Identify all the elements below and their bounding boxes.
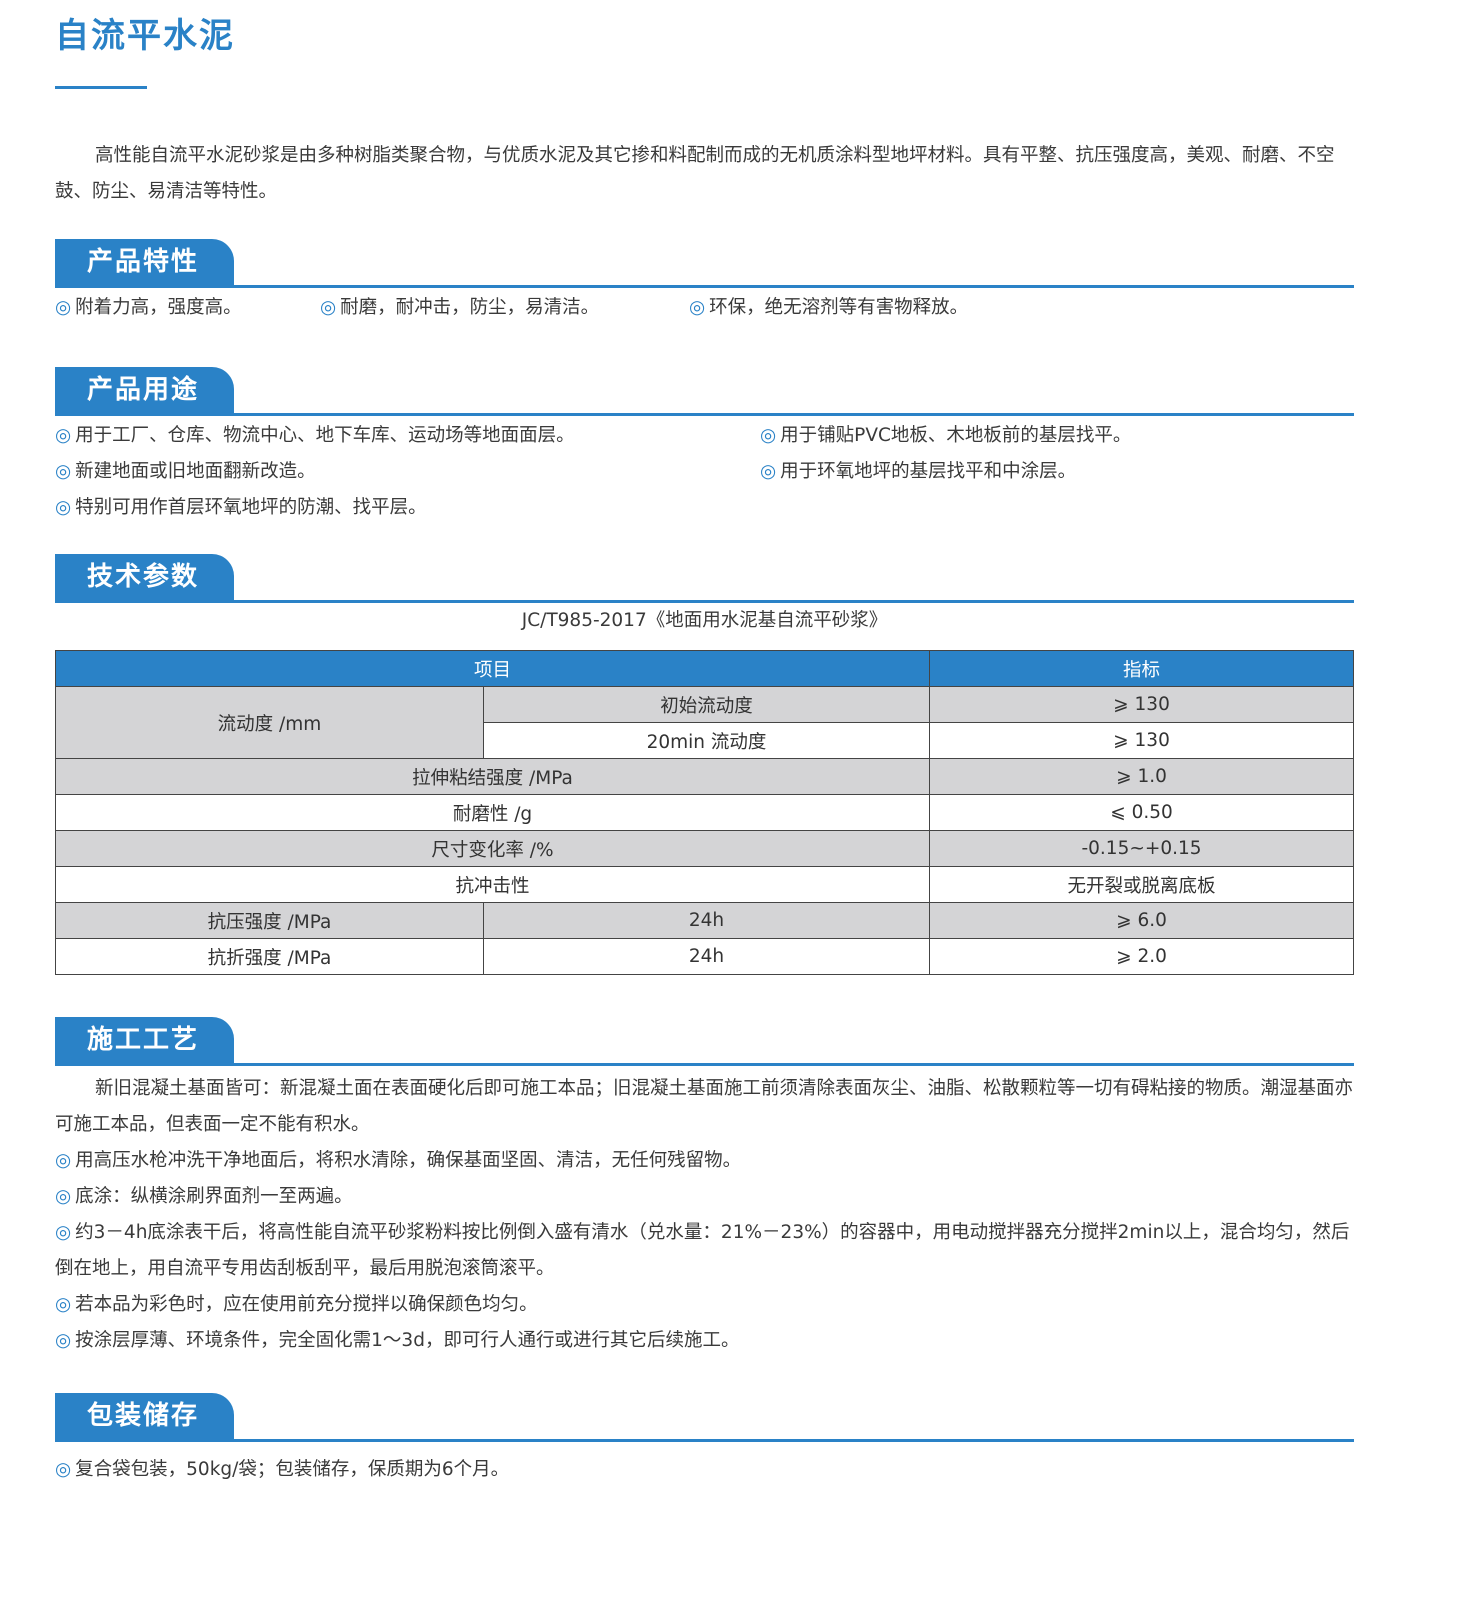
cell: 流动度 /mm <box>55 686 484 759</box>
table-row: 耐磨性 /g ⩽ 0.50 <box>55 794 1354 831</box>
cell: 抗折强度 /MPa <box>55 938 484 975</box>
cell: ⩾ 2.0 <box>929 938 1354 975</box>
table-row: 尺寸变化率 /% -0.15~+0.15 <box>55 830 1354 867</box>
bullet-circle-icon: ◎ <box>55 297 72 318</box>
bullet-circle-icon: ◎ <box>760 461 777 482</box>
standard-caption: JC/T985-2017《地面用水泥基自流平砂浆》 <box>521 610 888 631</box>
list-item: ◎ 新建地面或旧地面翻新改造。 <box>55 454 316 490</box>
list-item: ◎ 特别可用作首层环氧地坪的防潮、找平层。 <box>55 490 427 526</box>
cell: 24h <box>483 938 930 975</box>
table-row: 抗压强度 /MPa 24h ⩾ 6.0 <box>55 902 1354 939</box>
intro-text: 高性能自流平水泥砂浆是由多种树脂类聚合物，与优质水泥及其它掺和料配制而成的无机质… <box>55 145 1335 202</box>
list-item: ◎ 用高压水枪冲洗干净地面后，将积水清除，确保基面坚固、清洁，无任何残留物。 <box>55 1143 1355 1179</box>
cell: 无开裂或脱离底板 <box>929 866 1354 903</box>
cell: 抗冲击性 <box>55 866 930 903</box>
table-row: 20min 流动度 ⩾ 130 <box>56 722 1354 759</box>
list-item: ◎ 按涂层厚薄、环境条件，完全固化需1～3d，即可行人通行或进行其它后续施工。 <box>55 1323 1355 1359</box>
table-row: 抗冲击性 无开裂或脱离底板 <box>55 866 1354 903</box>
item-text: 附着力高，强度高。 <box>75 297 242 318</box>
bullet-circle-icon: ◎ <box>55 1459 72 1480</box>
cell: 20min 流动度 <box>483 722 930 759</box>
cell: ⩾ 6.0 <box>929 902 1354 939</box>
list-item: ◎ 约3－4h底涂表干后，将高性能自流平砂浆粉料按比例倒入盛有清水（兑水量：21%… <box>55 1215 1355 1287</box>
item-text: 特别可用作首层环氧地坪的防潮、找平层。 <box>75 497 427 518</box>
item-text: 用于工厂、仓库、物流中心、地下车库、运动场等地面面层。 <box>75 425 575 446</box>
item-text: 环保，绝无溶剂等有害物释放。 <box>709 297 969 318</box>
section-heading: 技术参数 <box>55 554 234 600</box>
bullet-circle-icon: ◎ <box>55 1150 72 1171</box>
list-item: ◎ 附着力高，强度高。 <box>55 290 242 326</box>
list-item: ◎ 底涂：纵横涂刷界面剂一至两遍。 <box>55 1179 1355 1215</box>
spec-table: 项目 指标 流动度 /mm 初始流动度 ⩾ 130 20min 流动度 ⩾ 130 拉伸… <box>55 650 1354 975</box>
cell: ⩾ 130 <box>929 722 1354 759</box>
cell: ⩾ 1.0 <box>929 758 1354 795</box>
construction-list: 新旧混凝土基面皆可：新混凝土面在表面硬化后即可施工本品；旧混凝土基面施工前须清除… <box>55 1071 1355 1359</box>
cell: ⩽ 0.50 <box>929 794 1354 831</box>
bullet-circle-icon: ◎ <box>55 425 72 446</box>
bullet-circle-icon: ◎ <box>55 1294 72 1315</box>
bullet-circle-icon: ◎ <box>55 1222 72 1243</box>
section-heading: 产品特性 <box>55 239 234 285</box>
bullet-circle-icon: ◎ <box>689 297 706 318</box>
table-row: 拉伸粘结强度 /MPa ⩾ 1.0 <box>55 758 1354 795</box>
table-row: 抗折强度 /MPa 24h ⩾ 2.0 <box>55 938 1354 975</box>
list-item: ◎ 用于铺贴PVC地板、木地板前的基层找平。 <box>760 418 1131 454</box>
item-text: 用于铺贴PVC地板、木地板前的基层找平。 <box>780 425 1132 446</box>
list-item: ◎ 若本品为彩色时，应在使用前充分搅拌以确保颜色均匀。 <box>55 1287 1355 1323</box>
header-value: 指标 <box>929 650 1354 687</box>
construction-intro: 新旧混凝土基面皆可：新混凝土面在表面硬化后即可施工本品；旧混凝土基面施工前须清除… <box>55 1078 1354 1135</box>
item-text: 若本品为彩色时，应在使用前充分搅拌以确保颜色均匀。 <box>75 1294 538 1315</box>
cell: 尺寸变化率 /% <box>55 830 930 867</box>
header-item: 项目 <box>55 650 930 687</box>
title-underline <box>55 86 147 89</box>
list-item: ◎ 复合袋包装，50kg/袋；包装储存，保质期为6个月。 <box>55 1452 509 1488</box>
section-heading: 施工工艺 <box>55 1017 234 1063</box>
item-text: 用于环氧地坪的基层找平和中涂层。 <box>780 461 1077 482</box>
section-packaging: 包装储存 <box>55 1391 1354 1442</box>
bullet-circle-icon: ◎ <box>55 497 72 518</box>
bullet-circle-icon: ◎ <box>55 1186 72 1207</box>
section-heading: 包装储存 <box>55 1393 234 1439</box>
cell: 24h <box>483 902 930 939</box>
item-text: 耐磨，耐冲击，防尘，易清洁。 <box>340 297 600 318</box>
page-title: 自流平水泥 <box>55 16 235 56</box>
table-row: 流动度 /mm 初始流动度 ⩾ 130 <box>55 686 1354 759</box>
bullet-circle-icon: ◎ <box>320 297 337 318</box>
bullet-circle-icon: ◎ <box>55 1330 72 1351</box>
item-text: 约3－4h底涂表干后，将高性能自流平砂浆粉料按比例倒入盛有清水（兑水量：21%－… <box>55 1222 1350 1279</box>
list-item: ◎ 用于环氧地坪的基层找平和中涂层。 <box>760 454 1076 490</box>
section-features: 产品特性 <box>55 237 1354 288</box>
bullet-circle-icon: ◎ <box>760 425 777 446</box>
list-item: ◎ 环保，绝无溶剂等有害物释放。 <box>689 290 968 326</box>
item-text: 按涂层厚薄、环境条件，完全固化需1～3d，即可行人通行或进行其它后续施工。 <box>75 1330 740 1351</box>
cell: 耐磨性 /g <box>55 794 930 831</box>
item-text: 底涂：纵横涂刷界面剂一至两遍。 <box>75 1186 353 1207</box>
item-text: 新建地面或旧地面翻新改造。 <box>75 461 316 482</box>
cell: 拉伸粘结强度 /MPa <box>55 758 930 795</box>
section-uses: 产品用途 <box>55 365 1354 416</box>
section-heading: 产品用途 <box>55 367 234 413</box>
item-text: 复合袋包装，50kg/袋；包装储存，保质期为6个月。 <box>75 1459 510 1480</box>
cell: 初始流动度 <box>483 686 930 723</box>
list-item: ◎ 用于工厂、仓库、物流中心、地下车库、运动场等地面面层。 <box>55 418 575 454</box>
list-item: ◎ 耐磨，耐冲击，防尘，易清洁。 <box>320 290 599 326</box>
item-text: 用高压水枪冲洗干净地面后，将积水清除，确保基面坚固、清洁，无任何残留物。 <box>75 1150 742 1171</box>
cell: 抗压强度 /MPa <box>55 902 484 939</box>
section-construction: 施工工艺 <box>55 1015 1354 1066</box>
bullet-circle-icon: ◎ <box>55 461 72 482</box>
cell: -0.15~+0.15 <box>929 830 1354 867</box>
section-tech: 技术参数 <box>55 552 1354 603</box>
cell: ⩾ 130 <box>929 686 1354 723</box>
